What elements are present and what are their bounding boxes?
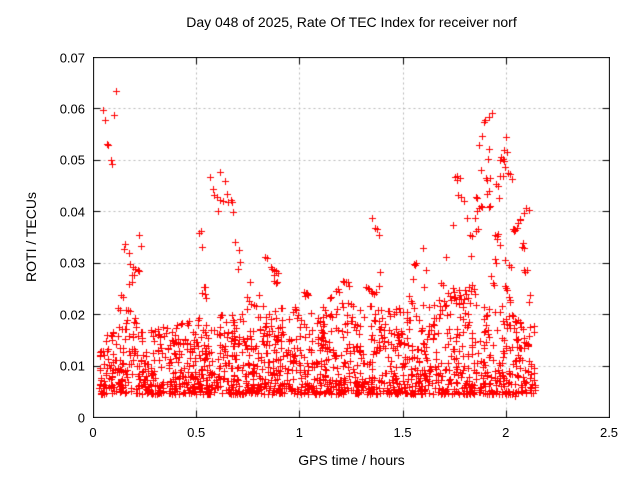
y-tick-label: 0.01: [59, 358, 85, 374]
y-tick-label: 0.04: [59, 204, 85, 220]
scatter-canvas: [93, 57, 610, 418]
x-tick-label: 2: [502, 425, 510, 440]
y-tick-label: 0.07: [59, 50, 85, 65]
x-tick-label: 2.5: [599, 425, 619, 440]
y-tick-label: 0: [77, 410, 85, 425]
x-tick-label: 1.5: [393, 425, 412, 440]
y-axis-label: ROTI / TECUs: [23, 192, 39, 282]
y-tick-label: 0.02: [59, 307, 85, 323]
y-tick-label: 0.06: [59, 101, 85, 117]
x-tick-label: 0: [89, 425, 97, 440]
x-tick-label: 0.5: [187, 425, 206, 440]
y-tick-label: 0.05: [59, 152, 85, 168]
plot-area: [93, 57, 610, 418]
x-axis-label: GPS time / hours: [298, 452, 405, 468]
y-tick-label: 0.03: [59, 255, 85, 271]
x-tick-label: 1: [295, 425, 304, 440]
chart-title: Day 048 of 2025, Rate Of TEC Index for r…: [186, 14, 517, 30]
